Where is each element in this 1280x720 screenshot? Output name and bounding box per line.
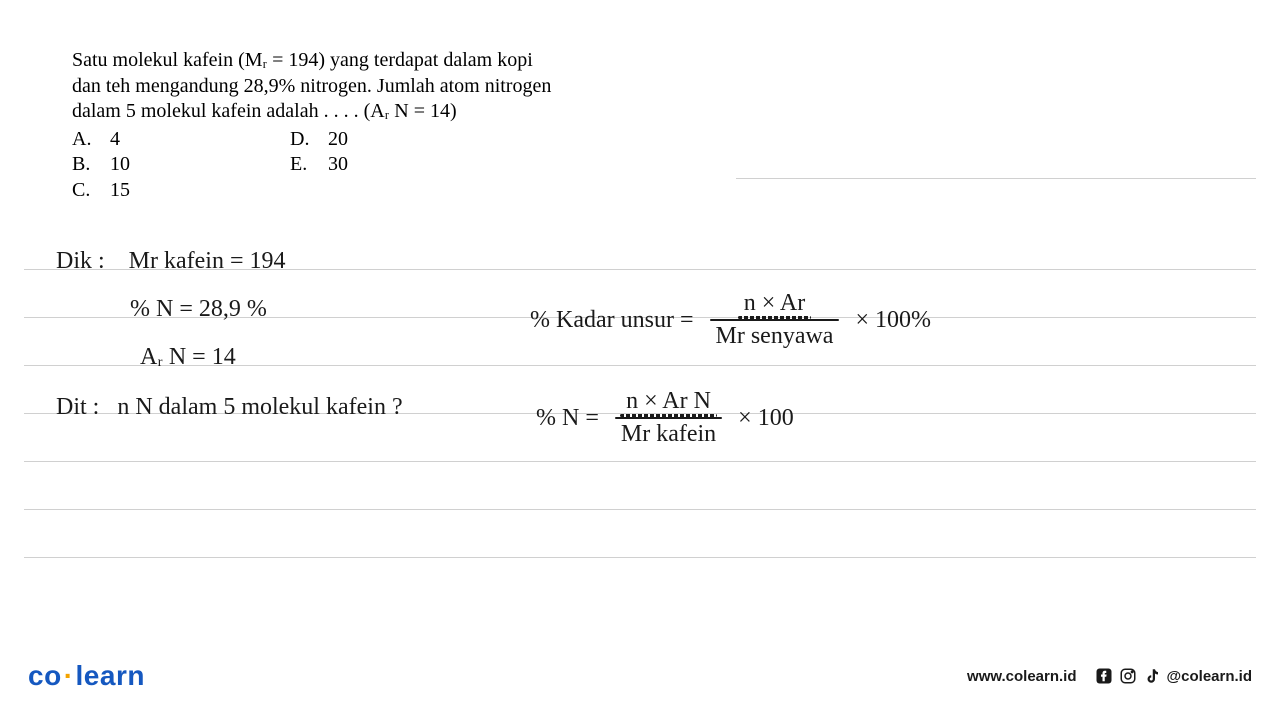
formula1-tail: × 100% <box>855 307 931 334</box>
option-d: D. 20 <box>290 127 348 153</box>
formula2-numerator: n × Ar N <box>620 388 717 415</box>
logo: co·learn <box>28 660 145 692</box>
tiktok-icon <box>1143 667 1161 685</box>
horizontal-rule-short <box>736 178 1256 179</box>
options-col-right: D. 20 E. 30 <box>290 127 348 204</box>
dit-text: n N dalam 5 molekul kafein ? <box>117 394 402 420</box>
option-a-value: 4 <box>110 127 120 153</box>
dik-mr-text: Mr kafein = 194 <box>129 248 286 274</box>
option-e-letter: E. <box>290 152 314 178</box>
fraction-bar <box>615 417 722 419</box>
instagram-icon <box>1119 667 1137 685</box>
facebook-icon <box>1095 667 1113 685</box>
formula2-label: % N = <box>536 405 599 432</box>
formula2-denominator: Mr kafein <box>615 421 722 448</box>
work-dik-ar: Aᵣ N = 14 <box>140 344 236 371</box>
footer-url: www.colearn.id <box>967 668 1076 685</box>
formula-n: % N = n × Ar N Mr kafein × 100 <box>536 388 794 448</box>
footer-right: www.colearn.id @colearn.id <box>967 667 1252 685</box>
footer: co·learn www.colearn.id @colearn.id <box>28 660 1252 692</box>
option-b-letter: B. <box>72 152 96 178</box>
formula1-fraction: n × Ar Mr senyawa <box>710 290 840 350</box>
option-a: A. 4 <box>72 127 130 153</box>
options-col-left: A. 4 B. 10 C. 15 <box>72 127 130 204</box>
option-d-value: 20 <box>328 127 348 153</box>
option-b: B. 10 <box>72 152 130 178</box>
question-line-3: dalam 5 molekul kafein adalah . . . . (A… <box>72 99 672 125</box>
rule-line <box>24 462 1256 510</box>
formula1-label: % Kadar unsur = <box>530 307 694 334</box>
work-dik-label: Dik : Mr kafein = 194 <box>56 248 286 275</box>
work-dit: Dit : n N dalam 5 molekul kafein ? <box>56 394 403 421</box>
option-c-letter: C. <box>72 178 96 204</box>
work-dik-n: % N = 28,9 % <box>130 296 267 323</box>
logo-dot: · <box>62 660 76 691</box>
dik-label-text: Dik : <box>56 248 105 274</box>
formula1-numerator: n × Ar <box>738 290 812 317</box>
logo-learn: learn <box>76 660 145 691</box>
question-line-2: dan teh mengandung 28,9% nitrogen. Jumla… <box>72 74 672 100</box>
dit-label-text: Dit : <box>56 394 99 420</box>
question-line-1: Satu molekul kafein (Mᵣ = 194) yang terd… <box>72 48 672 74</box>
logo-co: co <box>28 660 62 691</box>
option-d-letter: D. <box>290 127 314 153</box>
option-a-letter: A. <box>72 127 96 153</box>
option-c: C. 15 <box>72 178 130 204</box>
option-e-value: 30 <box>328 152 348 178</box>
rule-line <box>24 510 1256 558</box>
social-icons: @colearn.id <box>1095 667 1252 685</box>
fraction-bar <box>710 319 840 321</box>
option-c-value: 15 <box>110 178 130 204</box>
options-group: A. 4 B. 10 C. 15 D. 20 E. 30 <box>72 127 672 204</box>
formula2-fraction: n × Ar N Mr kafein <box>615 388 722 448</box>
formula1-denominator: Mr senyawa <box>710 323 840 350</box>
footer-handle: @colearn.id <box>1167 668 1252 685</box>
option-e: E. 30 <box>290 152 348 178</box>
question-block: Satu molekul kafein (Mᵣ = 194) yang terd… <box>72 48 672 204</box>
formula2-tail: × 100 <box>738 405 794 432</box>
formula-kadar: % Kadar unsur = n × Ar Mr senyawa × 100% <box>530 290 931 350</box>
option-b-value: 10 <box>110 152 130 178</box>
